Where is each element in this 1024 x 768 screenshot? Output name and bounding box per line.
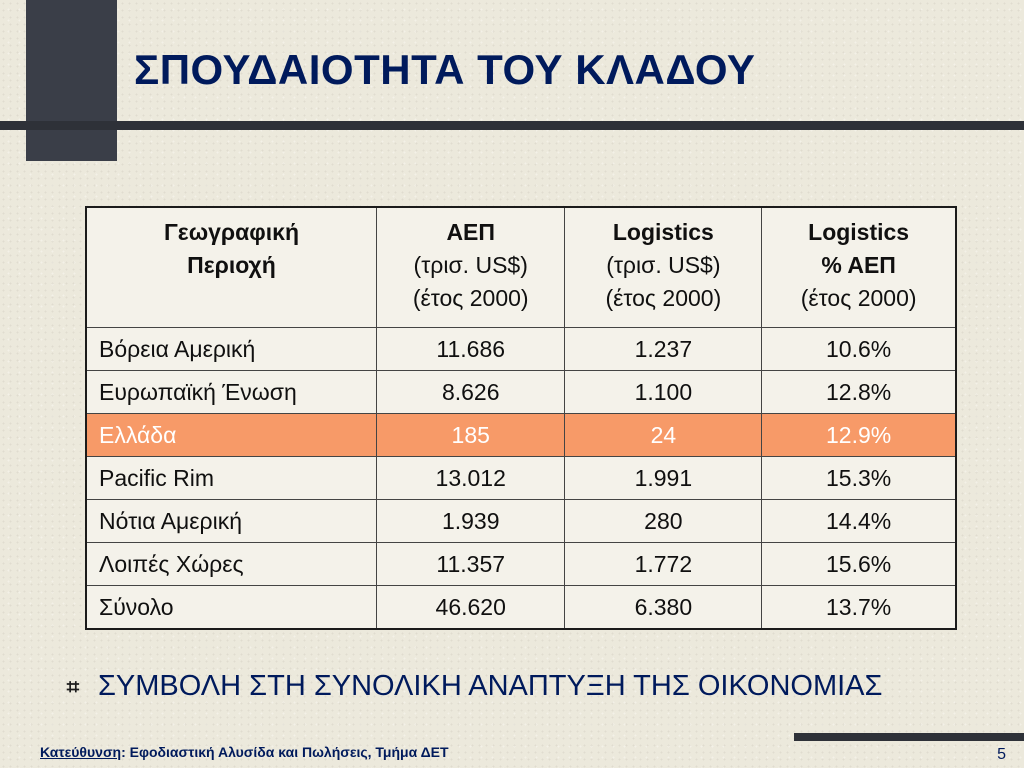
hash-bullet-icon: ⌗ xyxy=(66,673,80,699)
corner-decoration xyxy=(26,0,117,161)
table-row: Pacific Rim 13.012 1.991 15.3% xyxy=(85,456,957,500)
cell-region: Νότια Αμερική xyxy=(85,499,377,543)
cell-gdp: 8.626 xyxy=(375,370,566,414)
footer-label: Κατεύθυνση xyxy=(40,744,122,760)
footer-description: : Εφοδιαστική Αλυσίδα και Πωλήσεις, Τμήμ… xyxy=(121,744,449,760)
footer: Κατεύθυνση: Εφοδιαστική Αλυσίδα και Πωλή… xyxy=(40,744,449,760)
cell-logistics: 1.991 xyxy=(564,456,763,500)
table-row-highlighted: Ελλάδα 185 24 12.9% xyxy=(85,413,957,457)
bullet-point: ⌗ ΣΥΜΒΟΛΗ ΣΤΗ ΣΥΝΟΛΙΚΗ ΑΝΑΠΤΥΞΗ ΤΗΣ ΟΙΚΟ… xyxy=(64,670,883,703)
table-row: Νότια Αμερική 1.939 280 14.4% xyxy=(85,499,957,543)
cell-pct: 15.6% xyxy=(761,542,957,586)
header-gdp-year: (έτος 2000) xyxy=(412,285,529,311)
cell-logistics: 6.380 xyxy=(564,585,763,630)
cell-pct: 14.4% xyxy=(761,499,957,543)
slide-title: ΣΠΟΥΔΑΙΟΤΗΤΑ ΤΟΥ ΚΛΑΔΟΥ xyxy=(134,46,756,93)
cell-gdp: 13.012 xyxy=(375,456,566,500)
header-region: Γεωγραφική Περιοχή xyxy=(85,206,377,328)
header-pct-title-2: % ΑΕΠ xyxy=(821,252,896,278)
header-logistics-pct: Logistics % ΑΕΠ (έτος 2000) xyxy=(761,206,957,328)
cell-region: Λοιπές Χώρες xyxy=(85,542,377,586)
table-row: Λοιπές Χώρες 11.357 1.772 15.6% xyxy=(85,542,957,586)
header-pct-title: Logistics xyxy=(808,219,910,245)
header-logistics-title: Logistics xyxy=(612,219,714,245)
table-row: Βόρεια Αμερική 11.686 1.237 10.6% xyxy=(85,327,957,371)
cell-region: Ευρωπαϊκή Ένωση xyxy=(85,370,377,414)
cell-region: Σύνολο xyxy=(85,585,377,630)
cell-gdp: 11.686 xyxy=(375,327,566,371)
header-gdp-title: ΑΕΠ xyxy=(446,219,495,245)
cell-region: Pacific Rim xyxy=(85,456,377,500)
bullet-text: ΣΥΜΒΟΛΗ ΣΤΗ ΣΥΝΟΛΙΚΗ ΑΝΑΠΤΥΞΗ ΤΗΣ ΟΙΚΟΝΟ… xyxy=(98,670,883,702)
table-row: Ευρωπαϊκή Ένωση 8.626 1.100 12.8% xyxy=(85,370,957,414)
header-logistics-unit: (τρισ. US$) xyxy=(606,252,721,278)
footer-divider xyxy=(794,733,1024,741)
cell-logistics: 1.772 xyxy=(564,542,763,586)
cell-region: Ελλάδα xyxy=(85,413,377,457)
cell-gdp: 11.357 xyxy=(375,542,566,586)
cell-pct: 13.7% xyxy=(761,585,957,630)
cell-logistics: 1.100 xyxy=(564,370,763,414)
cell-region: Βόρεια Αμερική xyxy=(85,327,377,371)
header-region-line-2: Περιοχή xyxy=(187,252,276,278)
cell-gdp: 185 xyxy=(375,413,566,457)
logistics-table: Γεωγραφική Περιοχή ΑΕΠ (τρισ. US$) (έτος… xyxy=(85,206,957,630)
cell-pct: 10.6% xyxy=(761,327,957,371)
header-gdp: ΑΕΠ (τρισ. US$) (έτος 2000) xyxy=(375,206,566,328)
cell-logistics: 24 xyxy=(564,413,763,457)
header-logistics: Logistics (τρισ. US$) (έτος 2000) xyxy=(564,206,763,328)
cell-pct: 15.3% xyxy=(761,456,957,500)
table-header-row: Γεωγραφική Περιοχή ΑΕΠ (τρισ. US$) (έτος… xyxy=(85,206,957,328)
cell-pct: 12.8% xyxy=(761,370,957,414)
header-region-line-1: Γεωγραφική xyxy=(163,219,300,245)
page-number: 5 xyxy=(997,746,1006,763)
cell-gdp: 1.939 xyxy=(375,499,566,543)
cell-logistics: 280 xyxy=(564,499,763,543)
title-divider xyxy=(0,121,1024,130)
cell-pct: 12.9% xyxy=(761,413,957,457)
header-gdp-unit: (τρισ. US$) xyxy=(413,252,528,278)
cell-gdp: 46.620 xyxy=(375,585,566,630)
header-pct-year: (έτος 2000) xyxy=(800,285,917,311)
cell-logistics: 1.237 xyxy=(564,327,763,371)
table-row-total: Σύνολο 46.620 6.380 13.7% xyxy=(85,585,957,630)
header-logistics-year: (έτος 2000) xyxy=(605,285,722,311)
